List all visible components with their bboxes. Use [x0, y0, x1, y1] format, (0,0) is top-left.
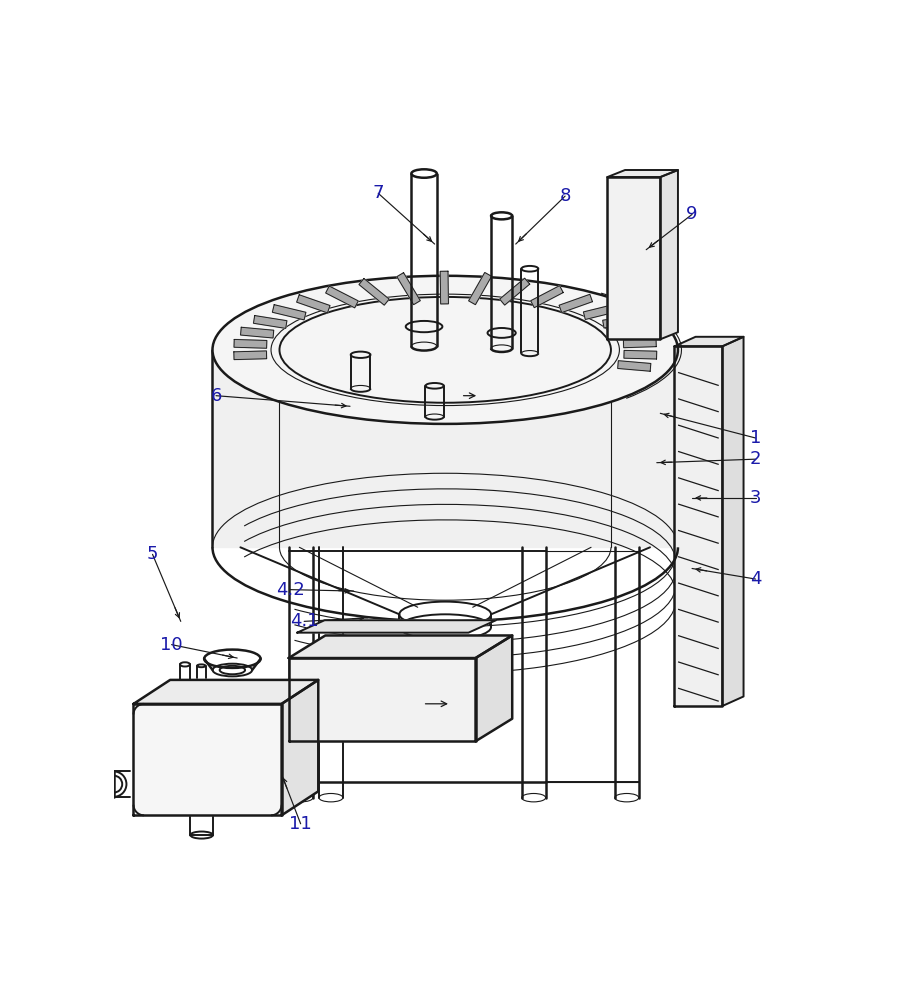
Polygon shape [240, 327, 274, 338]
Polygon shape [618, 361, 651, 371]
Polygon shape [288, 658, 476, 741]
Text: 10: 10 [160, 636, 183, 654]
Text: 3: 3 [750, 489, 762, 507]
Polygon shape [661, 170, 678, 339]
Polygon shape [583, 304, 617, 319]
Text: 4: 4 [750, 570, 762, 588]
Polygon shape [674, 346, 723, 706]
Polygon shape [723, 337, 743, 706]
Polygon shape [272, 305, 306, 320]
Text: 4.2: 4.2 [276, 581, 305, 599]
Polygon shape [288, 635, 512, 658]
Ellipse shape [212, 276, 678, 424]
Text: 7: 7 [372, 184, 384, 202]
Text: 4.1: 4.1 [290, 612, 318, 630]
Text: 8: 8 [560, 187, 571, 205]
Polygon shape [608, 170, 678, 177]
Polygon shape [469, 272, 491, 305]
Text: 1: 1 [750, 429, 761, 447]
Polygon shape [234, 351, 267, 360]
Polygon shape [134, 680, 318, 704]
Polygon shape [624, 350, 657, 359]
Polygon shape [297, 620, 496, 633]
Polygon shape [500, 278, 530, 305]
Polygon shape [608, 177, 661, 339]
Text: 6: 6 [210, 387, 222, 405]
Text: 2: 2 [750, 450, 762, 468]
Polygon shape [440, 271, 449, 304]
Polygon shape [559, 294, 592, 313]
Polygon shape [234, 339, 267, 348]
Polygon shape [212, 350, 678, 547]
Text: 5: 5 [147, 545, 158, 563]
Text: 11: 11 [289, 815, 312, 833]
Polygon shape [616, 327, 650, 337]
Polygon shape [134, 704, 281, 815]
Polygon shape [674, 337, 743, 346]
Polygon shape [531, 286, 563, 308]
Polygon shape [397, 273, 420, 305]
Polygon shape [281, 680, 318, 815]
Polygon shape [297, 295, 330, 313]
Polygon shape [254, 316, 287, 328]
Polygon shape [623, 339, 656, 348]
Polygon shape [476, 635, 512, 741]
Polygon shape [602, 315, 636, 328]
Text: 9: 9 [686, 205, 698, 223]
Polygon shape [359, 279, 389, 305]
Polygon shape [326, 286, 359, 308]
